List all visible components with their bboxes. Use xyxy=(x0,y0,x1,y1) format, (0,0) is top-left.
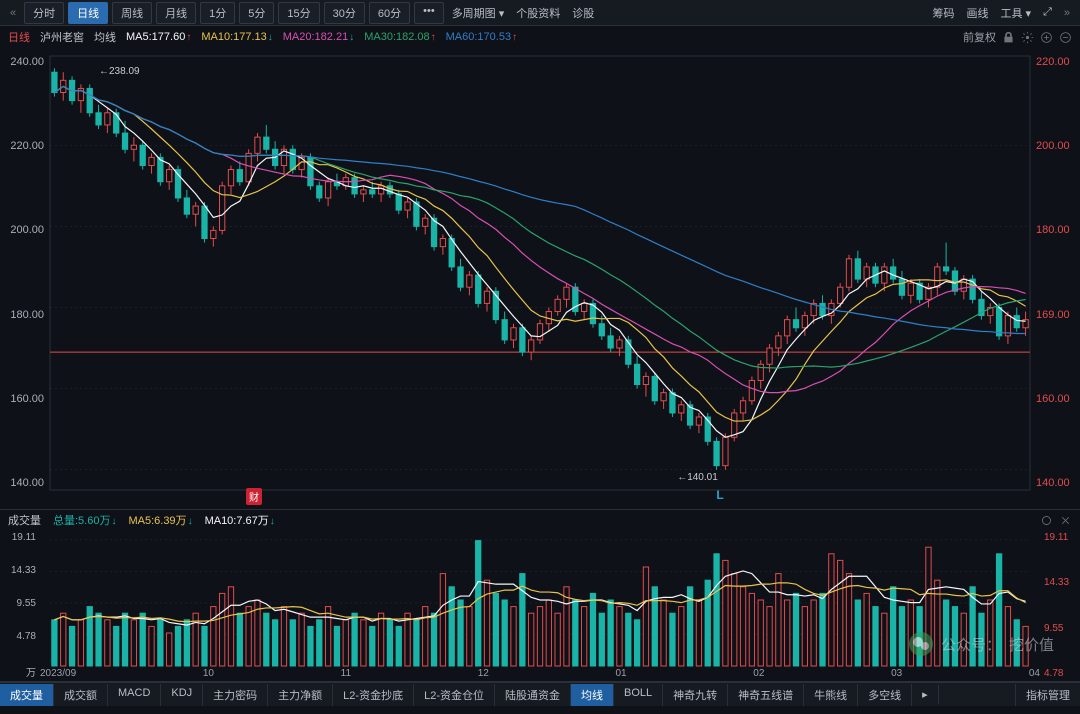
stock-name: 泸州老窖 xyxy=(40,29,84,45)
indicator-nav-next[interactable]: ▸ xyxy=(912,685,939,704)
price-yaxis-right: 220.00200.00180.00169.00160.00140.00 xyxy=(1032,48,1080,509)
volume-yaxis-left: 19.1114.339.554.78万 xyxy=(0,530,40,681)
volume-chart-svg[interactable] xyxy=(0,530,1080,682)
add-icon[interactable] xyxy=(1040,31,1053,44)
indicator-tab-陆股通资金[interactable]: 陆股通资金 xyxy=(495,684,571,706)
indicator-tabs: 成交量成交额MACDKDJ主力密码主力净额L2-资金抄底L2-资金仓位陆股通资金… xyxy=(0,682,1080,706)
wechat-icon xyxy=(909,632,933,656)
legend-ma20: MA20:182.21 xyxy=(283,31,354,43)
volume-legend-row: 成交量 总量:5.60万 MA5:6.39万 MA10:7.67万 xyxy=(0,510,1080,530)
volume-title: 成交量 xyxy=(8,512,41,528)
timeframe-日线[interactable]: 日线 xyxy=(68,2,108,24)
high-price-annotation: ←238.09 xyxy=(99,66,140,77)
kline-label: 日线 xyxy=(8,29,30,45)
timeframe-月线[interactable]: 月线 xyxy=(156,2,196,24)
draw-line-link[interactable]: 画线 xyxy=(962,5,992,21)
l-marker: L xyxy=(716,488,723,502)
lock-icon[interactable] xyxy=(1002,31,1015,44)
indicator-tab-均线[interactable]: 均线 xyxy=(571,684,614,706)
expand-icon[interactable]: ⤢ xyxy=(1039,6,1056,19)
chouma-link[interactable]: 筹码 xyxy=(928,5,958,21)
indicator-tab-L2-资金仓位[interactable]: L2-资金仓位 xyxy=(414,684,495,706)
timeframe-5分[interactable]: 5分 xyxy=(239,2,274,24)
price-yaxis-left: 240.00220.00200.00180.00160.00140.00 xyxy=(0,48,48,509)
volume-ma5: MA5:6.39万 xyxy=(128,512,192,528)
tools-dropdown[interactable]: 工具 ▾ xyxy=(996,5,1035,21)
low-price-annotation: ←140.01 xyxy=(677,472,718,483)
indicator-tab-多空线[interactable]: 多空线 xyxy=(858,684,912,706)
volume-ma10: MA10:7.67万 xyxy=(205,512,275,528)
watermark: 公众号： 挖价值 xyxy=(909,632,1054,656)
x-axis-labels: 2023/0910111201020304 xyxy=(40,667,1040,681)
indicator-tab-主力净额[interactable]: 主力净额 xyxy=(268,684,333,706)
legend-ma30: MA30:182.08 xyxy=(364,31,435,43)
ma-label: 均线 xyxy=(94,29,116,45)
legend-ma60: MA60:170.53 xyxy=(446,31,517,43)
timeframe-分时[interactable]: 分时 xyxy=(24,2,64,24)
indicator-tab-牛熊线[interactable]: 牛熊线 xyxy=(804,684,858,706)
timeframe-15分[interactable]: 15分 xyxy=(278,2,319,24)
legend-ma10: MA10:177.13 xyxy=(201,31,272,43)
indicator-tab-KDJ[interactable]: KDJ xyxy=(161,684,203,706)
timeframe-60分[interactable]: 60分 xyxy=(369,2,410,24)
watermark-name: 挖价值 xyxy=(1009,634,1054,655)
volume-yaxis-right: 19.1114.339.554.78 xyxy=(1040,530,1080,681)
stock-info-link[interactable]: 个股资料 xyxy=(512,5,564,21)
vol-close-icon[interactable] xyxy=(1059,514,1072,527)
settings-icon[interactable] xyxy=(1021,31,1034,44)
timeframe-•••[interactable]: ••• xyxy=(414,2,444,24)
timeframe-周线[interactable]: 周线 xyxy=(112,2,152,24)
nav-prev-icon[interactable]: « xyxy=(6,7,20,19)
legend-ma5: MA5:177.60 xyxy=(126,31,191,43)
indicator-tab-成交量[interactable]: 成交量 xyxy=(0,684,54,706)
price-chart-svg[interactable] xyxy=(0,48,1080,510)
nav-next-icon[interactable]: » xyxy=(1060,7,1074,19)
price-chart[interactable]: 240.00220.00200.00180.00160.00140.00 220… xyxy=(0,48,1080,510)
volume-chart[interactable]: 19.1114.339.554.78万 19.1114.339.554.78 2… xyxy=(0,530,1080,682)
volume-total: 总量:5.60万 xyxy=(53,512,116,528)
multi-period-dropdown[interactable]: 多周期图 ▾ xyxy=(448,5,509,21)
indicator-tab-成交额[interactable]: 成交额 xyxy=(54,684,108,706)
indicator-tab-L2-资金抄底[interactable]: L2-资金抄底 xyxy=(333,684,414,706)
indicator-tab-MACD[interactable]: MACD xyxy=(108,684,161,706)
qfq-label[interactable]: 前复权 xyxy=(963,29,996,45)
diagnose-link[interactable]: 诊股 xyxy=(568,5,598,21)
timeframe-30分[interactable]: 30分 xyxy=(324,2,365,24)
remove-icon[interactable] xyxy=(1059,31,1072,44)
cai-marker: 财 xyxy=(246,488,262,505)
indicator-tab-神奇九转[interactable]: 神奇九转 xyxy=(663,684,728,706)
indicator-manager-button[interactable]: 指标管理 xyxy=(1015,684,1080,706)
watermark-prefix: 公众号： xyxy=(941,634,1001,655)
indicator-tab-主力密码[interactable]: 主力密码 xyxy=(203,684,268,706)
indicator-tab-神奇五线谱[interactable]: 神奇五线谱 xyxy=(728,684,804,706)
timeframe-toolbar: « 分时日线周线月线1分5分15分30分60分••• 多周期图 ▾ 个股资料 诊… xyxy=(0,0,1080,26)
vol-settings-icon[interactable] xyxy=(1040,514,1053,527)
ma-legend-row: 日线 泸州老窖 均线 MA5:177.60 MA10:177.13 MA20:1… xyxy=(0,26,1080,48)
timeframe-1分[interactable]: 1分 xyxy=(200,2,235,24)
indicator-tab-BOLL[interactable]: BOLL xyxy=(614,684,663,706)
